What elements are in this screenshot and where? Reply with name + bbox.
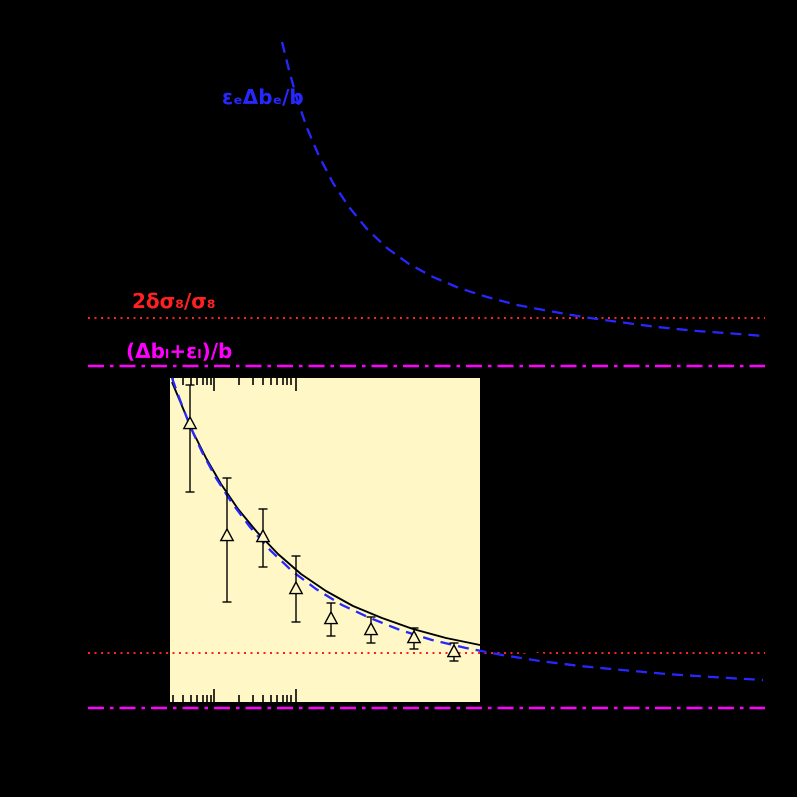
data-layer (182, 384, 462, 662)
blue-curve-label: εₑΔbₑ/b (222, 85, 304, 109)
tick-layer (172, 378, 297, 702)
epsilon-e-delta-b-e-b-curve (280, 41, 764, 338)
data-point-triangle (323, 610, 339, 625)
data-point-triangle (288, 580, 304, 595)
data-point-triangle (446, 643, 462, 658)
data-point-triangle (406, 629, 422, 644)
data-point-triangle (182, 415, 198, 430)
data-point-triangle (255, 528, 271, 543)
magenta-line-label: (Δbₗ+εₗ)/b (126, 339, 232, 363)
refline-layer (88, 317, 765, 710)
curve-layer (170, 41, 764, 682)
dashed-model-curve-curve (170, 377, 764, 682)
label-layer: εₑΔbₑ/b 2δσ₈/σ₈ (Δbₗ+εₗ)/b (126, 85, 304, 363)
red-line-label: 2δσ₈/σ₈ (132, 289, 216, 313)
data-point-triangle (363, 621, 379, 636)
data-point-triangle (219, 527, 235, 542)
